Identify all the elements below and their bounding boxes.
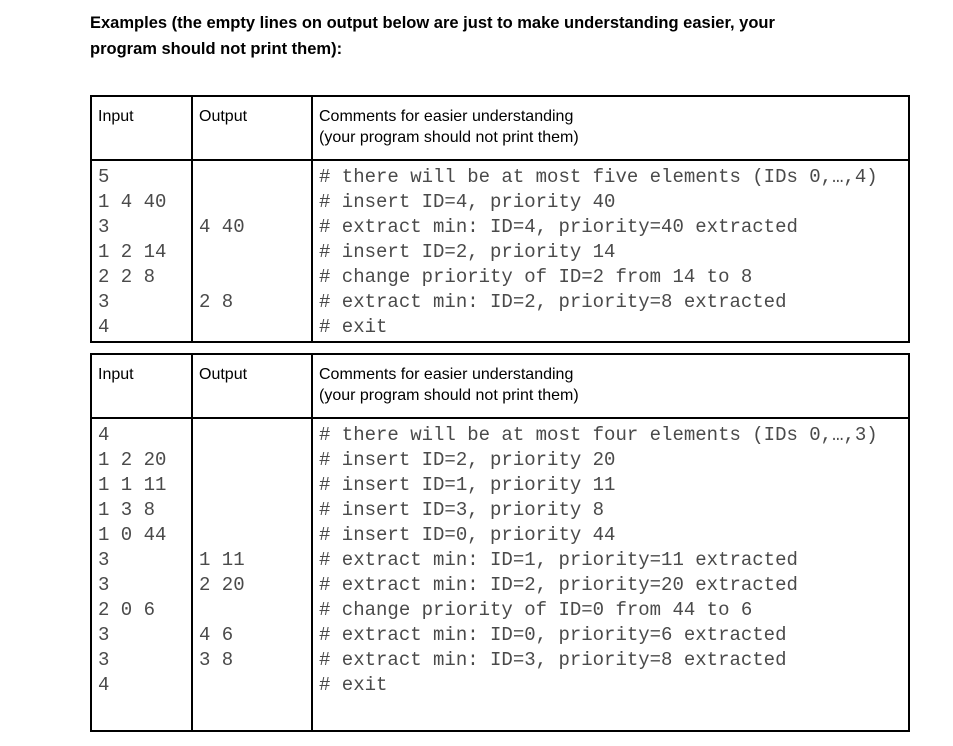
comments-code-block: # there will be at most four elements (I… [311,417,910,732]
table-2-example-row: 4 1 2 20 1 1 11 1 3 8 1 0 44 3 3 2 0 6 3… [90,417,910,732]
output-code-block: 4 40 2 8 [191,159,313,343]
examples-table-1: Input Output Comments for easier underst… [90,95,910,343]
table-1-example-row: 5 1 4 40 3 1 2 14 2 2 8 3 4 4 40 2 8 # t… [90,159,910,343]
output-column-header: Output [191,353,313,419]
table-2-header-row: Input Output Comments for easier underst… [90,353,910,419]
input-column-header: Input [90,95,193,161]
examples-table-2: Input Output Comments for easier underst… [90,353,910,732]
output-column-header: Output [191,95,313,161]
input-code-block: 5 1 4 40 3 1 2 14 2 2 8 3 4 [90,159,193,343]
page-title: Examples (the empty lines on output belo… [90,14,775,58]
table-1-header-row: Input Output Comments for easier underst… [90,95,910,161]
input-code-block: 4 1 2 20 1 1 11 1 3 8 1 0 44 3 3 2 0 6 3… [90,417,193,732]
comments-column-header: Comments for easier understanding (your … [311,353,910,419]
input-column-header: Input [90,353,193,419]
output-code-block: 1 11 2 20 4 6 3 8 [191,417,313,732]
comments-code-block: # there will be at most five elements (I… [311,159,910,343]
comments-column-header: Comments for easier understanding (your … [311,95,910,161]
